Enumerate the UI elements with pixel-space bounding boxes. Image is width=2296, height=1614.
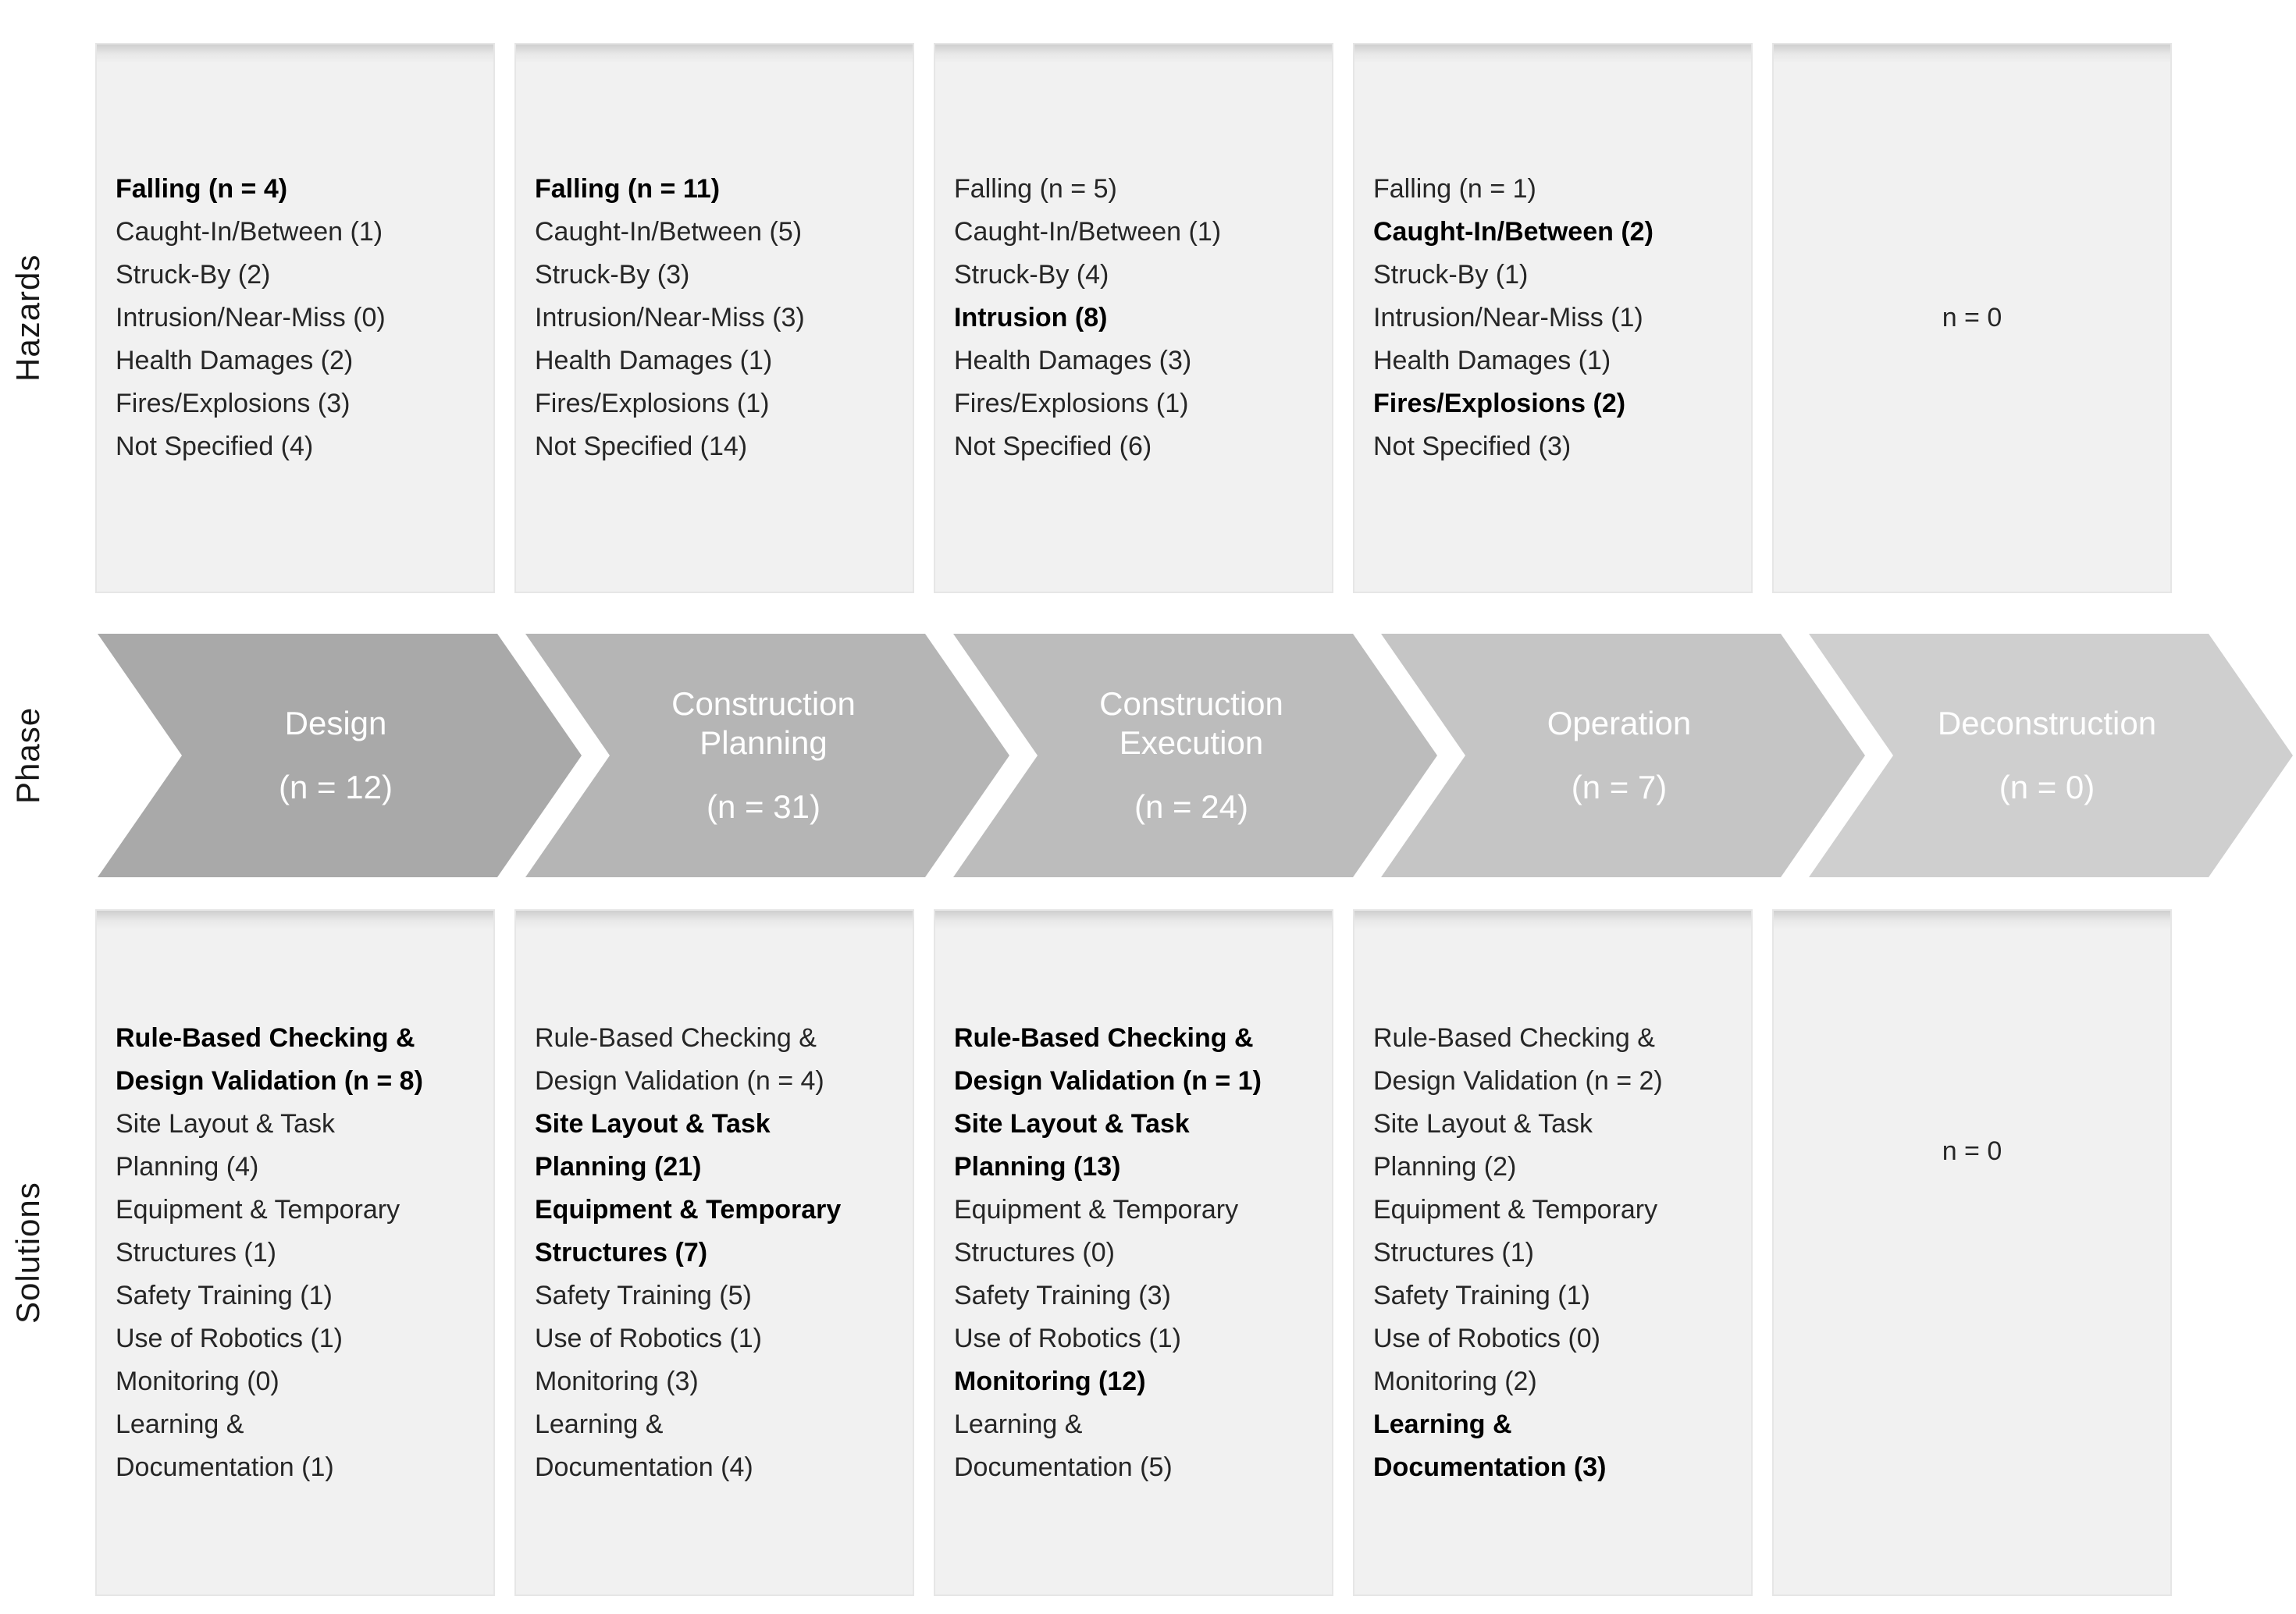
phase-name: Deconstruction (1937, 705, 2157, 741)
solutions-item: Equipment & Temporary Structures (0) (954, 1194, 1239, 1267)
solutions-item: Use of Robotics (1) (116, 1323, 343, 1353)
hazards-box-operation: Falling (n = 1) Caught-In/Between (2) Stru… (1353, 43, 1753, 593)
phase-count: (n = 0) (1999, 769, 2095, 805)
phase-arrow-construction-execution: Construction Execution (n = 24) (953, 634, 1437, 877)
hazards-item: Intrusion/Near-Miss (1) (1373, 303, 1643, 332)
solutions-item: Safety Training (1) (1373, 1280, 1590, 1310)
hazards-item: Not Specified (4) (116, 432, 314, 461)
phase-count: (n = 24) (1134, 788, 1248, 825)
hazards-item: Caught-In/Between (1) (954, 217, 1222, 247)
hazards-item: Fires/Explosions (1) (535, 389, 770, 418)
phase-arrow-design: Design (n = 12) (98, 634, 582, 877)
phase-count: (n = 12) (279, 769, 393, 805)
solutions-box-construction-execution: Rule-Based Checking & Design Validation … (934, 909, 1333, 1596)
phase-name: Construction Planning (671, 685, 856, 761)
solutions-box-operation: Rule-Based Checking & Design Validation … (1353, 909, 1753, 1596)
phase-count: (n = 31) (707, 788, 821, 825)
hazards-item: Health Damages (3) (954, 346, 1192, 375)
phase-count: (n = 7) (1571, 769, 1668, 805)
solutions-empty-count: n = 0 (1942, 1136, 2002, 1166)
solutions-box-construction-planning: Rule-Based Checking & Design Validation … (514, 909, 914, 1596)
solutions-item: Equipment & Temporary Structures (7) (535, 1194, 842, 1267)
hazards-box-deconstruction: n = 0 (1772, 43, 2172, 593)
solutions-item: Site Layout & Task Planning (2) (1373, 1108, 1593, 1182)
solutions-item: Learning & Documentation (4) (535, 1409, 753, 1482)
hazards-item: Struck-By (2) (116, 260, 271, 290)
row-label-solutions: Solutions (9, 1182, 46, 1324)
phase-arrow-operation: Operation (n = 7) (1381, 634, 1865, 877)
row-label-phase: Phase (9, 706, 46, 805)
solutions-item: Equipment & Temporary Structures (1) (116, 1194, 400, 1267)
solutions-item: Use of Robotics (0) (1373, 1323, 1600, 1353)
hazards-item: Caught-In/Between (1) (116, 217, 383, 247)
phase-name: Construction Execution (1099, 685, 1283, 761)
solutions-item: Site Layout & Task Planning (13) (954, 1108, 1190, 1182)
phase-arrow-deconstruction: Deconstruction (n = 0) (1809, 634, 2293, 877)
solutions-item: Rule-Based Checking & Design Validation … (535, 1022, 824, 1096)
solutions-item: Rule-Based Checking & Design Validation … (1373, 1022, 1663, 1096)
hazards-item: Intrusion (8) (954, 303, 1108, 332)
hazards-box-design: Falling (n = 4) Caught-In/Between (1) Stru… (95, 43, 495, 593)
solutions-item: Monitoring (12) (954, 1366, 1146, 1396)
hazards-item: Falling (n = 4) (116, 174, 288, 204)
solutions-item: Safety Training (5) (535, 1280, 752, 1310)
solutions-item: Rule-Based Checking & Design Validation … (954, 1022, 1262, 1096)
solutions-item: Equipment & Temporary Structures (1) (1373, 1194, 1658, 1267)
solutions-box-design: Rule-Based Checking & Design Validation … (95, 909, 495, 1596)
hazards-box-construction-execution: Falling (n = 5) Caught-In/Between (1) Stru… (934, 43, 1333, 593)
solutions-item: Monitoring (3) (535, 1366, 699, 1396)
hazards-item: Fires/Explosions (2) (1373, 389, 1626, 418)
phase-arrow-row: Design (n = 12) Construction Planning (n = … (98, 634, 2293, 877)
solutions-item: Learning & Documentation (1) (116, 1409, 334, 1482)
row-label-hazards: Hazards (9, 254, 46, 382)
hazards-item: Intrusion/Near-Miss (0) (116, 303, 386, 332)
solutions-item: Learning & Documentation (5) (954, 1409, 1173, 1482)
hazards-item: Not Specified (3) (1373, 432, 1572, 461)
phase-name: Operation (1547, 705, 1692, 741)
hazards-item: Not Specified (6) (954, 432, 1152, 461)
solutions-item: Rule-Based Checking & Design Validation … (116, 1022, 423, 1096)
hazards-item: Health Damages (1) (535, 346, 773, 375)
hazards-item: Struck-By (4) (954, 260, 1109, 290)
hazards-empty-count: n = 0 (1942, 303, 2002, 332)
hazards-item: Fires/Explosions (1) (954, 389, 1189, 418)
hazards-item: Health Damages (1) (1373, 346, 1611, 375)
hazards-item: Falling (n = 11) (535, 174, 721, 204)
solutions-row: Rule-Based Checking & Design Validation … (95, 909, 2172, 1596)
phase-name: Design (284, 705, 387, 741)
solutions-item: Site Layout & Task Planning (4) (116, 1108, 335, 1182)
hazards-item: Intrusion/Near-Miss (3) (535, 303, 805, 332)
solutions-item: Safety Training (3) (954, 1280, 1171, 1310)
hazards-item: Falling (n = 1) (1373, 174, 1536, 204)
hazards-item: Struck-By (3) (535, 260, 690, 290)
hazards-item: Caught-In/Between (2) (1373, 217, 1653, 247)
hazards-box-construction-planning: Falling (n = 11) Caught-In/Between (5) Str… (514, 43, 914, 593)
solutions-item: Site Layout & Task Planning (21) (535, 1108, 771, 1182)
hazards-item: Falling (n = 5) (954, 174, 1117, 204)
solutions-item: Monitoring (2) (1373, 1366, 1537, 1396)
solutions-item: Use of Robotics (1) (954, 1323, 1181, 1353)
hazards-item: Health Damages (2) (116, 346, 354, 375)
solutions-item: Safety Training (1) (116, 1280, 333, 1310)
hazards-item: Fires/Explosions (3) (116, 389, 351, 418)
hazards-item: Struck-By (1) (1373, 260, 1529, 290)
solutions-item: Learning & Documentation (3) (1373, 1409, 1607, 1482)
solutions-box-deconstruction: n = 0 (1772, 909, 2172, 1596)
hazards-item: Not Specified (14) (535, 432, 748, 461)
phase-arrow-construction-planning: Construction Planning (n = 31) (525, 634, 1009, 877)
hazards-item: Caught-In/Between (5) (535, 217, 803, 247)
solutions-item: Monitoring (0) (116, 1366, 279, 1396)
solutions-item: Use of Robotics (1) (535, 1323, 762, 1353)
hazards-row: Falling (n = 4) Caught-In/Between (1) Stru… (95, 43, 2172, 593)
